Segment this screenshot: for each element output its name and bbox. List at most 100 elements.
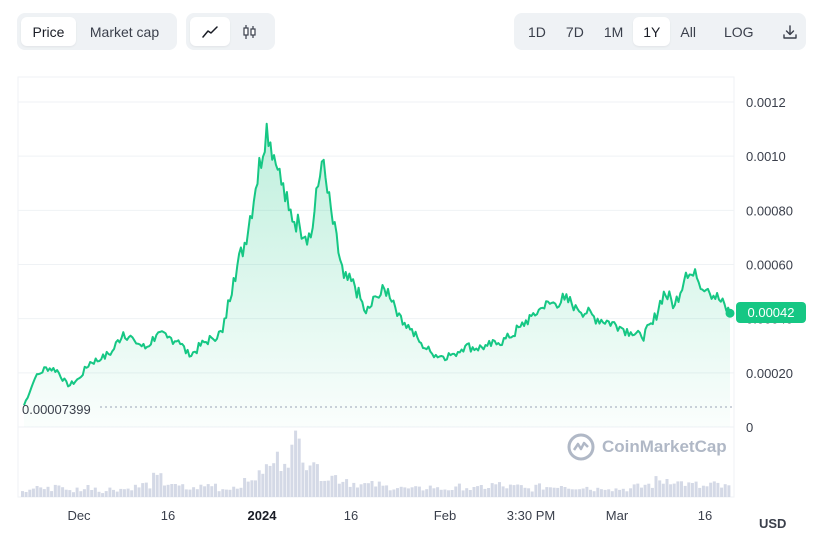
- volume-bar: [337, 483, 341, 497]
- volume-bar: [181, 484, 185, 497]
- volume-bar: [498, 482, 501, 497]
- volume-bar: [72, 492, 75, 497]
- volume-bar: [439, 489, 443, 497]
- volume-bar: [232, 486, 236, 497]
- volume-bar: [46, 486, 50, 497]
- download-button[interactable]: [772, 17, 808, 46]
- volume-bar: [21, 491, 24, 497]
- volume-bar: [243, 478, 247, 497]
- volume-bar: [61, 487, 65, 497]
- x-tick-label: 16: [161, 508, 175, 523]
- volume-bar: [199, 484, 203, 497]
- volume-bar: [75, 487, 79, 497]
- volume-bar: [115, 491, 119, 497]
- volume-bar: [614, 488, 618, 497]
- volume-bar: [683, 485, 687, 497]
- volume-bar: [512, 485, 516, 497]
- volume-bar: [592, 491, 596, 497]
- volume-bar: [545, 487, 549, 497]
- volume-bar: [206, 484, 210, 497]
- volume-bar: [308, 465, 312, 497]
- volume-bar: [647, 483, 651, 497]
- volume-bar: [42, 489, 46, 497]
- volume-bar: [323, 480, 327, 497]
- volume-bar: [144, 482, 148, 497]
- volume-bar: [570, 489, 574, 497]
- volume-bar: [723, 484, 727, 497]
- volume-bar: [261, 473, 265, 497]
- volume-bar: [377, 481, 381, 497]
- volume-bar: [596, 487, 600, 497]
- volume-bar: [217, 491, 221, 497]
- volume-bar: [301, 462, 305, 497]
- current-price-dot: [725, 308, 735, 318]
- volume-bar: [315, 464, 319, 497]
- volume-bar: [705, 486, 709, 497]
- volume-bar: [476, 486, 480, 497]
- x-tick-label: 16: [344, 508, 358, 523]
- volume-bar: [53, 484, 57, 497]
- volume-bar: [548, 487, 552, 497]
- volume-bar: [286, 467, 290, 497]
- volume-bar: [57, 485, 61, 497]
- volume-bar: [50, 491, 54, 497]
- watermark-text: CoinMarketCap: [602, 437, 727, 456]
- volume-bar: [640, 487, 643, 497]
- volume-bar: [523, 487, 527, 497]
- volume-bar: [239, 487, 243, 497]
- range-all[interactable]: All: [680, 23, 696, 40]
- volume-bar: [658, 480, 662, 497]
- volume-bar: [716, 482, 720, 497]
- volume-bar: [155, 474, 159, 497]
- volume-bar: [228, 489, 232, 497]
- volume-bar: [712, 481, 716, 497]
- volume-bar: [505, 488, 509, 497]
- volume-bar: [268, 465, 272, 497]
- volume-bar: [508, 484, 512, 497]
- volume-bar: [224, 489, 228, 497]
- min-price-label: 0.00007399: [22, 402, 91, 417]
- tab-price[interactable]: Price: [21, 17, 76, 46]
- volume-bar: [610, 491, 614, 497]
- volume-bar: [541, 489, 545, 497]
- volume-bar: [727, 485, 731, 497]
- range-1d[interactable]: 1D: [528, 23, 546, 40]
- volume-bar: [385, 485, 389, 497]
- volume-bar: [501, 486, 505, 497]
- volume-bar: [519, 485, 523, 497]
- log-scale-button[interactable]: LOG: [723, 23, 754, 40]
- volume-bar: [352, 482, 356, 497]
- volume-bar: [618, 489, 622, 497]
- range-1y[interactable]: 1Y: [633, 17, 671, 46]
- volume-bar: [552, 487, 556, 497]
- volume-bar: [410, 487, 414, 497]
- volume-bar: [483, 488, 487, 497]
- line-chart-button[interactable]: [190, 17, 230, 46]
- volume-bar: [163, 485, 166, 497]
- volume-bar: [141, 483, 145, 497]
- volume-bar: [432, 488, 436, 497]
- volume-bar: [425, 489, 429, 497]
- volume-bar: [447, 490, 450, 497]
- volume-bar: [406, 488, 410, 497]
- range-1m[interactable]: 1M: [603, 23, 624, 40]
- volume-bar: [661, 483, 665, 497]
- volume-bar: [585, 486, 589, 497]
- volume-bar: [443, 489, 447, 497]
- volume-bar: [527, 488, 531, 497]
- volume-bar: [465, 488, 469, 497]
- volume-bar: [195, 489, 199, 497]
- volume-bar: [414, 486, 418, 497]
- volume-bar: [82, 489, 86, 497]
- volume-bar: [86, 485, 90, 497]
- x-tick-label: 16: [698, 508, 712, 523]
- range-7d[interactable]: 7D: [565, 23, 584, 40]
- volume-bar: [184, 489, 188, 497]
- tab-market-cap[interactable]: Market cap: [89, 23, 160, 40]
- volume-bar: [359, 484, 363, 497]
- volume-bar: [629, 488, 633, 497]
- volume-bar: [370, 481, 374, 497]
- volume-bar: [403, 487, 407, 497]
- candlestick-button[interactable]: [230, 17, 270, 46]
- volume-bar: [203, 486, 207, 497]
